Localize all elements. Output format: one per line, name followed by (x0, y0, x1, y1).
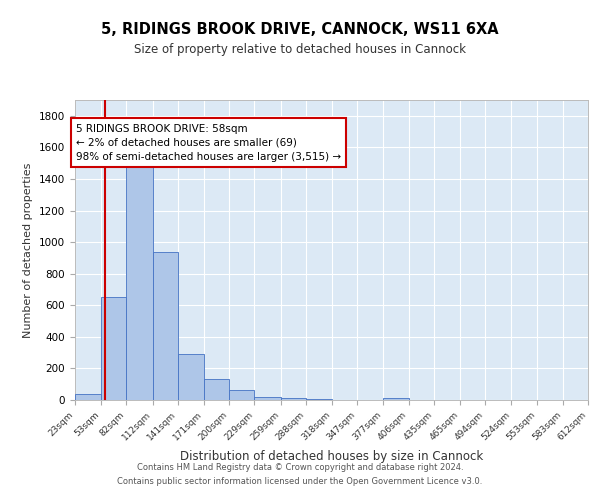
Bar (281, 398, 306, 400)
Y-axis label: Number of detached properties: Number of detached properties (23, 162, 34, 338)
Bar (101, 298, 127, 400)
Bar (254, 396, 281, 400)
Bar (306, 399, 332, 400)
Bar (178, 354, 204, 400)
Bar (75, 394, 101, 400)
Bar (152, 252, 178, 400)
Bar (127, 166, 152, 400)
Bar (204, 380, 229, 400)
Text: Size of property relative to detached houses in Cannock: Size of property relative to detached ho… (134, 42, 466, 56)
Bar (383, 398, 409, 400)
Text: 5 RIDINGS BROOK DRIVE: 58sqm
← 2% of detached houses are smaller (69)
98% of sem: 5 RIDINGS BROOK DRIVE: 58sqm ← 2% of det… (76, 124, 341, 162)
Text: Contains public sector information licensed under the Open Government Licence v3: Contains public sector information licen… (118, 478, 482, 486)
Text: 5, RIDINGS BROOK DRIVE, CANNOCK, WS11 6XA: 5, RIDINGS BROOK DRIVE, CANNOCK, WS11 6X… (101, 22, 499, 38)
X-axis label: Distribution of detached houses by size in Cannock: Distribution of detached houses by size … (180, 450, 483, 463)
Bar (229, 390, 254, 400)
Text: Contains HM Land Registry data © Crown copyright and database right 2024.: Contains HM Land Registry data © Crown c… (137, 462, 463, 471)
